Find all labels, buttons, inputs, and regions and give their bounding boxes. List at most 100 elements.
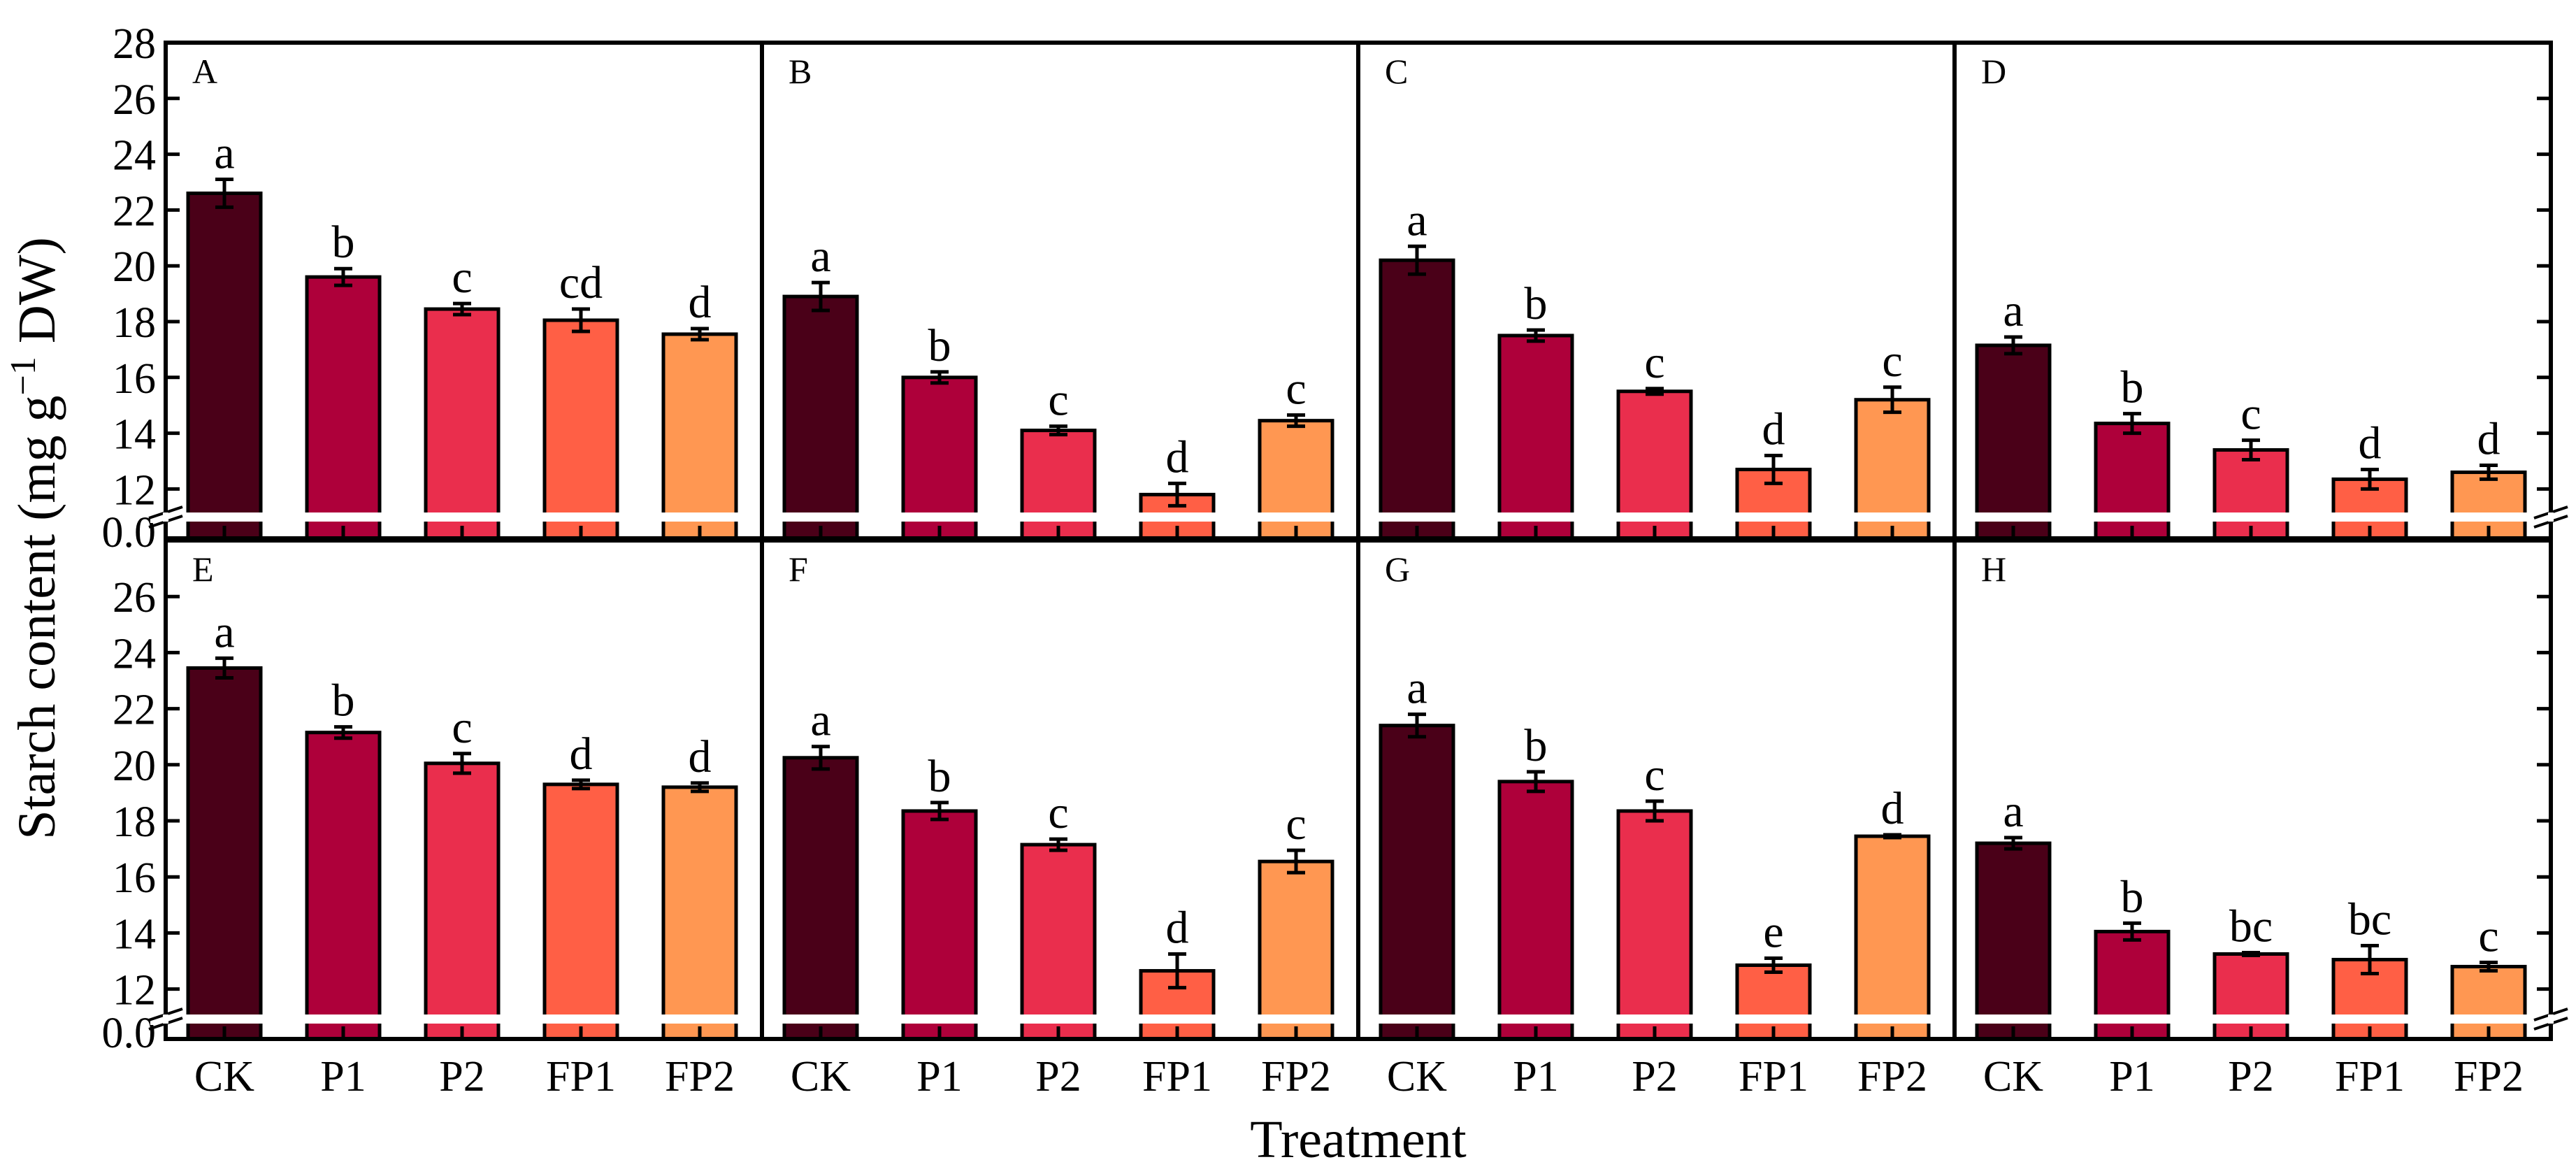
significance-letter: c [1644, 750, 1664, 801]
bar-break-gap [1257, 512, 1335, 522]
bar-break-gap [1138, 512, 1216, 522]
x-tick-label-FP1: FP1 [1142, 1053, 1212, 1100]
x-tick-label-CK: CK [1983, 1053, 2043, 1100]
panel-label: D [1981, 52, 2006, 91]
bar-D-P2 [2212, 448, 2289, 540]
significance-letter: a [2003, 786, 2023, 837]
bar-break-gap [2331, 512, 2409, 522]
bar-break-gap [423, 512, 501, 522]
significance-letter: bc [2348, 894, 2391, 945]
x-tick-label-FP1: FP1 [1739, 1053, 1808, 1100]
y-tick-label: 16 [113, 355, 156, 403]
significance-letter: d [2359, 417, 2382, 468]
y-tick-label: 16 [113, 854, 156, 902]
bar-break-gap [2449, 1014, 2528, 1024]
x-tick-label-P1: P1 [2109, 1053, 2154, 1100]
bar-break-gap [1019, 1014, 1098, 1024]
y-tick-label: 26 [113, 76, 156, 124]
significance-letter: d [1166, 431, 1189, 482]
x-axis-label: Treatment [1250, 1110, 1467, 1169]
bar-break-gap [782, 512, 860, 522]
bar-H-CK [1975, 841, 2052, 1041]
y-tick-label: 20 [113, 743, 156, 790]
significance-letter: b [2121, 871, 2144, 922]
significance-letter: cd [559, 257, 603, 308]
y-tick-label: 24 [113, 132, 156, 180]
significance-letter: a [214, 128, 234, 179]
y-tick-label: 26 [113, 574, 156, 622]
x-tick-label-CK: CK [194, 1053, 254, 1100]
bar-G-P1 [1497, 780, 1574, 1041]
bar-break-gap [542, 512, 620, 522]
axis-break-gap [163, 512, 168, 522]
y-tick-label: 18 [113, 798, 156, 846]
bar-C-P1 [1497, 334, 1574, 540]
axis-break-gap [2548, 1014, 2554, 1024]
significance-letter: d [689, 731, 712, 782]
significance-letter: a [810, 231, 830, 282]
significance-letter: b [1525, 278, 1548, 329]
bar-A-P1 [305, 275, 382, 540]
x-tick-label-CK: CK [791, 1053, 851, 1100]
bar-C-CK [1379, 258, 1455, 540]
significance-letter: a [810, 695, 830, 746]
bar-break-gap [1378, 1014, 1456, 1024]
bar-break-gap [661, 1014, 739, 1024]
significance-letter: d [689, 277, 712, 328]
bar-D-CK [1975, 343, 2052, 540]
significance-letter: c [2478, 911, 2498, 962]
bar-H-P2 [2212, 952, 2289, 1041]
bar-break-gap [185, 512, 264, 522]
bar-A-CK [186, 191, 263, 540]
panel-label: C [1385, 52, 1408, 91]
bar-E-FP2 [661, 785, 738, 1041]
bar-break-gap [2212, 1014, 2290, 1024]
bar-break-gap [1974, 512, 2052, 522]
bar-A-FP2 [661, 332, 738, 540]
x-tick-label-P1: P1 [916, 1053, 962, 1100]
significance-letter: c [1048, 375, 1068, 426]
bar-E-CK [186, 666, 263, 1041]
y-tick-label: 20 [113, 243, 156, 291]
significance-letter: d [1881, 783, 1904, 834]
bar-E-FP1 [542, 782, 619, 1041]
x-tick-label-FP1: FP1 [2335, 1053, 2405, 1100]
bar-break-gap [1853, 1014, 1931, 1024]
bar-break-gap [661, 512, 739, 522]
bar-break-gap [1019, 512, 1098, 522]
bar-break-gap [1497, 1014, 1575, 1024]
y-tick-label: 22 [113, 687, 156, 734]
bar-break-gap [1853, 512, 1931, 522]
y-tick-label: 14 [113, 910, 156, 958]
bar-break-gap [2212, 512, 2290, 522]
x-tick-label-FP1: FP1 [546, 1053, 616, 1100]
bar-break-gap [542, 1014, 620, 1024]
panel-label: B [789, 52, 812, 91]
significance-letter: e [1763, 906, 1783, 957]
significance-letter: c [1882, 336, 1902, 387]
significance-letter: c [452, 252, 472, 303]
panel-label: A [192, 52, 217, 91]
significance-letter: b [332, 675, 355, 726]
significance-letter: b [928, 751, 951, 802]
significance-letter: d [570, 729, 593, 780]
x-tick-label-P1: P1 [1513, 1053, 1558, 1100]
bar-E-P1 [305, 731, 382, 1041]
bar-break-gap [304, 512, 382, 522]
bar-G-FP2 [1854, 834, 1931, 1041]
bar-break-gap [1734, 512, 1813, 522]
significance-letter: bc [2229, 901, 2273, 952]
significance-letter: b [1525, 720, 1548, 771]
y-tick-label: 18 [113, 299, 156, 347]
bar-break-gap [1974, 1014, 2052, 1024]
panel-label: E [192, 550, 214, 589]
y-tick-label-zero: 0.0 [102, 1010, 157, 1057]
significance-letter: b [2121, 362, 2144, 413]
bar-break-gap [1257, 1014, 1335, 1024]
bar-break-gap [2093, 512, 2171, 522]
significance-letter: a [1406, 194, 1427, 245]
y-tick-label-zero: 0.0 [102, 509, 157, 557]
bar-A-FP1 [542, 318, 619, 540]
y-tick-label: 22 [113, 187, 156, 235]
